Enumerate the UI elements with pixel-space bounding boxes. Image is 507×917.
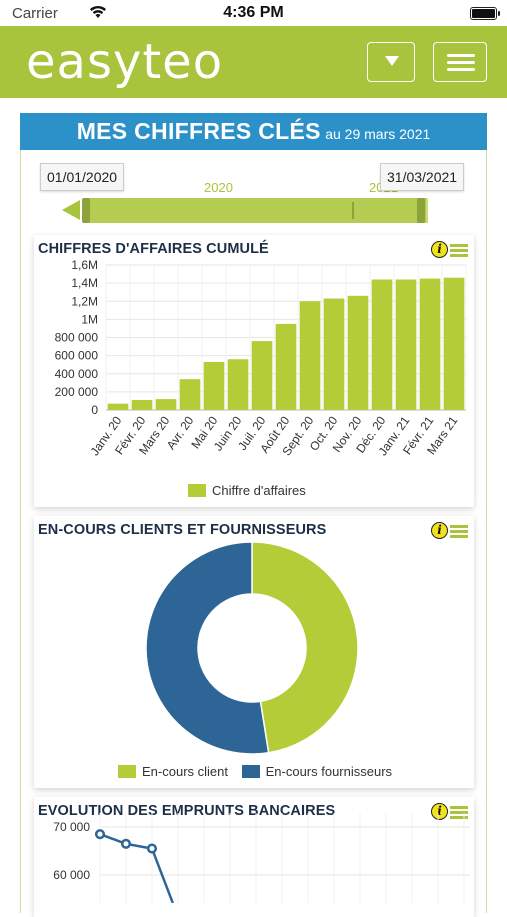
bar: [179, 379, 201, 410]
logo[interactable]: easyteo: [26, 34, 224, 90]
menu-button[interactable]: [433, 42, 487, 82]
card-emprunts: EVOLUTION DES EMPRUNTS BANCAIRES i 60 00…: [34, 797, 474, 917]
bar: [347, 295, 369, 410]
card-en-cours: EN-COURS CLIENTS ET FOURNISSEURS i En-co…: [34, 516, 474, 788]
donut-slice: [145, 541, 270, 755]
bar-chart: 0 200 000 400 000 600 000 800 000 1M 1,2M 1,4M 1…: [55, 258, 467, 458]
bar: [443, 277, 465, 410]
donut-slice: [251, 541, 359, 754]
y-tick-label: 800 000: [55, 331, 99, 345]
donut-chart: [145, 541, 359, 755]
battery-icon: [470, 7, 500, 20]
bar: [323, 298, 345, 410]
burger-icon[interactable]: [450, 525, 468, 538]
line-chart: 60 000 70 000: [53, 813, 470, 903]
info-icon[interactable]: i: [431, 803, 448, 820]
bar: [227, 359, 249, 410]
y-tick-label: 1,6M: [71, 258, 98, 272]
data-point: [94, 829, 106, 840]
legend-swatch: [118, 765, 136, 778]
legend-swatch: [188, 484, 206, 497]
page-title: MES CHIFFRES CLÉS: [76, 118, 321, 144]
range-end-handle[interactable]: [417, 198, 425, 223]
info-icon[interactable]: i: [431, 522, 448, 539]
bar: [275, 323, 297, 410]
y-tick-label: 0: [91, 403, 98, 417]
y-tick-label: 70 000: [53, 820, 90, 834]
bar: [155, 399, 177, 410]
data-point: [146, 843, 158, 854]
y-tick-label: 400 000: [55, 367, 99, 381]
date-range-slider[interactable]: 2020 2021 01/01/2020 31/03/2021: [40, 160, 482, 230]
card-chiffre-affaires: CHIFFRES D'AFFAIRES CUMULÉ i 0 200 000 400…: [34, 235, 474, 507]
legend-label: Chiffre d'affaires: [212, 483, 306, 498]
bar: [131, 400, 153, 410]
legend-label: En-cours fournisseurs: [265, 764, 393, 779]
bar: [203, 361, 225, 410]
card-title: EN-COURS CLIENTS ET FOURNISSEURS: [38, 522, 327, 538]
legend-label: En-cours client: [142, 764, 228, 779]
triangle-down-icon: [385, 56, 399, 66]
y-tick-label: 600 000: [55, 349, 99, 363]
bar: [395, 279, 417, 410]
series-line: [99, 833, 174, 903]
bar: [299, 301, 321, 410]
hamburger-icon-line: [447, 68, 475, 71]
range-start-handle[interactable]: [82, 198, 90, 223]
y-tick-label: 1,2M: [71, 294, 98, 308]
y-tick-label: 1M: [81, 312, 98, 326]
carrier-label: Carrier: [12, 5, 58, 22]
year-label-2020: 2020: [204, 180, 233, 195]
y-tick-label: 1,4M: [71, 276, 98, 290]
bar: [107, 403, 129, 410]
chart-legend[interactable]: Chiffre d'affaires: [188, 483, 306, 498]
range-end-label: 31/03/2021: [380, 163, 465, 191]
bar: [419, 278, 441, 410]
hamburger-icon-line: [447, 61, 475, 64]
scroll-left-arrow-icon[interactable]: [62, 200, 80, 220]
bar: [371, 279, 393, 410]
info-icon[interactable]: i: [431, 241, 448, 258]
y-tick-label: 60 000: [53, 868, 90, 882]
bar: [251, 341, 273, 410]
hamburger-icon: [447, 54, 475, 57]
range-selection[interactable]: [86, 198, 426, 223]
wifi-icon: [90, 5, 106, 18]
status-bar: Carrier 4:36 PM: [0, 0, 507, 26]
page-banner: MES CHIFFRES CLÉS au 29 mars 2021: [20, 113, 487, 150]
dropdown-button[interactable]: [367, 42, 415, 82]
card-title: EVOLUTION DES EMPRUNTS BANCAIRES: [38, 803, 336, 819]
year-divider: [352, 202, 354, 219]
burger-icon[interactable]: [450, 244, 468, 257]
burger-icon[interactable]: [450, 806, 468, 819]
y-tick-label: 200 000: [55, 385, 99, 399]
data-point: [120, 838, 132, 849]
content-panel: [20, 113, 487, 913]
clock: 4:36 PM: [223, 4, 284, 21]
legend-swatch: [241, 765, 260, 778]
chart-legend[interactable]: En-cours client En-cours fournisseurs: [118, 764, 392, 779]
app-header: easyteo: [0, 26, 507, 98]
page-date: au 29 mars 2021: [325, 126, 431, 142]
card-title: CHIFFRES D'AFFAIRES CUMULÉ: [38, 241, 269, 257]
range-start-label: 01/01/2020: [40, 163, 125, 191]
